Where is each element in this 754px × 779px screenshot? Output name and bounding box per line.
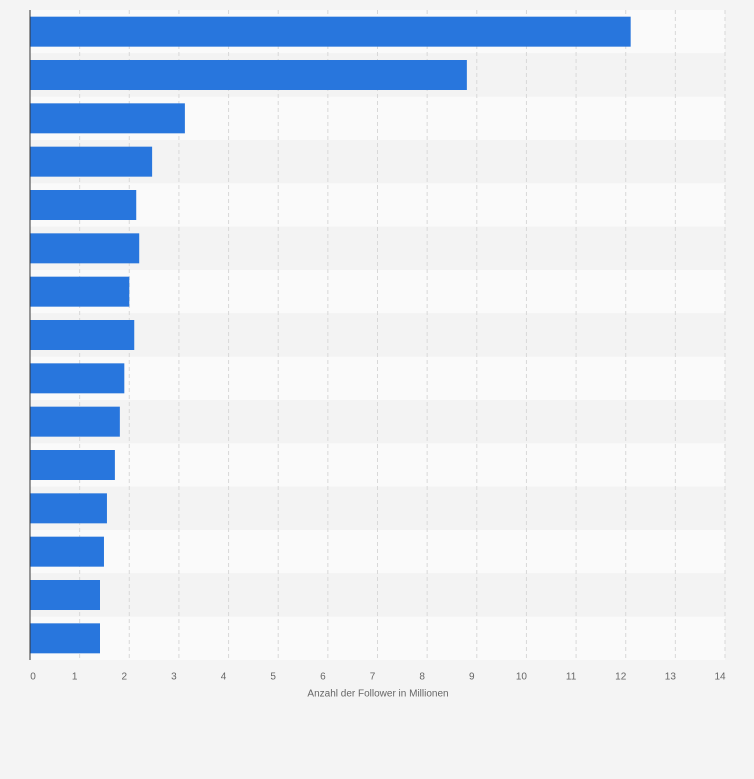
bar xyxy=(30,580,100,610)
x-tick-label: 9 xyxy=(469,672,475,683)
x-tick-label: 0 xyxy=(30,672,36,683)
bar xyxy=(30,406,120,437)
x-tick-label: 5 xyxy=(270,672,276,683)
x-tick-label: 7 xyxy=(370,672,376,683)
bar xyxy=(30,320,135,350)
x-tick-label: 8 xyxy=(419,672,425,683)
x-tick-label: 3 xyxy=(171,672,177,683)
x-tick-label: 14 xyxy=(714,672,726,683)
x-tick-label: 2 xyxy=(122,672,128,683)
bar xyxy=(30,190,137,220)
row-band xyxy=(30,183,725,227)
row-band xyxy=(30,400,725,444)
x-tick-label: 13 xyxy=(665,672,677,683)
bar xyxy=(30,276,130,307)
bar xyxy=(30,450,115,480)
x-tick-label: 12 xyxy=(615,672,627,683)
bar xyxy=(30,233,140,264)
bar xyxy=(30,60,467,90)
x-tick-label: 11 xyxy=(566,672,577,683)
bar xyxy=(30,146,153,177)
bar xyxy=(30,363,125,394)
x-tick-label: 6 xyxy=(320,672,326,683)
x-tick-label: 1 xyxy=(72,672,78,683)
x-tick-label: 10 xyxy=(516,672,528,683)
row-band xyxy=(30,616,725,660)
bar xyxy=(30,493,107,524)
bar xyxy=(30,103,185,134)
x-axis-label: Anzahl der Follower in Millionen xyxy=(307,689,448,700)
bar xyxy=(30,623,100,654)
x-tick-label: 4 xyxy=(221,672,227,683)
bar xyxy=(30,536,104,567)
bar xyxy=(30,16,631,47)
